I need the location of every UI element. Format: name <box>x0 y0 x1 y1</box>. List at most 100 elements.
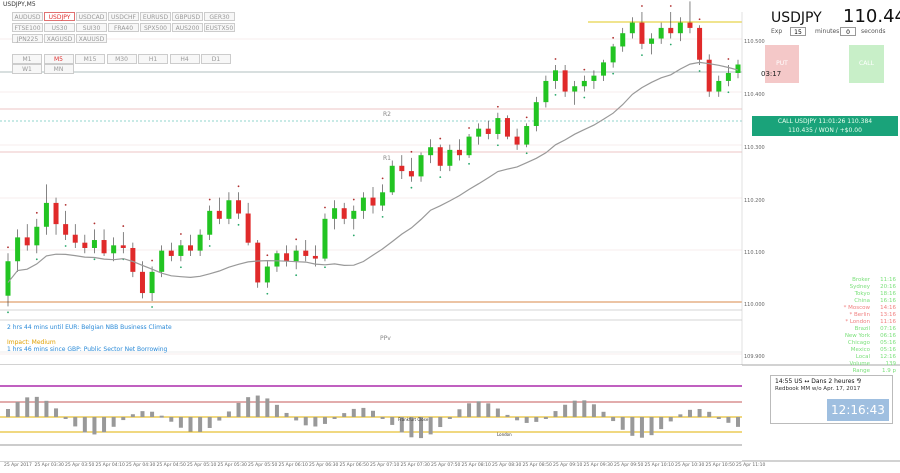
osc-bar <box>534 417 539 422</box>
osc-bar <box>467 403 472 417</box>
price-tag: 110.200 <box>744 198 765 204</box>
resistance-dot <box>35 211 38 214</box>
symbol-button-ftse100[interactable]: FTSE100 <box>12 23 43 32</box>
ticker-symbol: USDJPY <box>771 10 822 26</box>
news-panel-event: Redbook MM w/o Apr. 17, 2017 <box>775 386 861 392</box>
symbol-button-ger30[interactable]: GER30 <box>204 12 235 21</box>
expiry-seconds-input[interactable]: 0 <box>840 27 856 36</box>
candle-body <box>360 197 366 211</box>
resistance-dot <box>612 36 615 39</box>
symbol-button-eurusd[interactable]: EURUSD <box>140 12 171 21</box>
candle-body <box>43 202 49 227</box>
support-dot <box>93 258 96 261</box>
symbol-button-us30[interactable]: US30 <box>44 23 75 32</box>
resistance-dot <box>179 233 182 235</box>
resistance-dot <box>266 254 269 257</box>
osc-label-london: London <box>497 432 512 437</box>
osc-bar <box>73 417 78 427</box>
candle-body <box>264 266 270 283</box>
level-pp: PPv <box>380 335 391 342</box>
symbol-button-eustx50[interactable]: EUSTX50 <box>204 23 235 32</box>
osc-bar <box>515 417 520 421</box>
timeframe-button-m1[interactable]: M1 <box>12 54 42 64</box>
candle-body <box>63 224 69 235</box>
candle-body <box>466 136 472 156</box>
time-tick: 25 Apr 03:50 <box>65 463 95 468</box>
timeframe-button-d1[interactable]: D1 <box>201 54 231 64</box>
symbol-button-usdchf[interactable]: USDCHF <box>108 12 139 21</box>
session-row: Local 12:16 <box>790 354 896 361</box>
support-dot <box>64 245 67 247</box>
candle-body <box>553 70 558 81</box>
osc-bar <box>44 400 49 417</box>
candle-body <box>476 128 482 137</box>
candle-body <box>408 171 414 177</box>
candle-body <box>399 165 405 172</box>
candle-body <box>687 22 693 28</box>
symbol-button-xauusd[interactable]: XAUUSD <box>76 34 107 43</box>
timeframe-button-m5[interactable]: M5 <box>43 54 74 64</box>
osc-bar <box>188 417 193 432</box>
symbol-button-xagusd[interactable]: XAGUSD <box>44 34 75 43</box>
candle-body <box>341 208 347 219</box>
session-row: Range 1.9 p <box>790 368 896 375</box>
osc-bar <box>226 411 231 417</box>
time-tick: 25 Apr 07:30 <box>400 463 430 468</box>
price-tag: 110.400 <box>744 92 765 98</box>
symbol-button-spx500[interactable]: SPX500 <box>140 23 171 32</box>
symbol-button-fra40[interactable]: FRA40 <box>108 23 139 32</box>
candle-body <box>159 250 165 272</box>
symbol-button-gbpusd[interactable]: GBPUSD <box>172 12 203 21</box>
expiry-minutes-input[interactable]: 15 <box>790 27 806 36</box>
osc-bar <box>611 417 616 422</box>
osc-bar <box>274 404 279 417</box>
time-tick: 25 Apr 05:50 <box>248 463 278 468</box>
symbol-button-sui30[interactable]: SUI30 <box>76 23 107 32</box>
osc-bar <box>246 397 251 417</box>
call-button[interactable]: CALL <box>849 45 884 83</box>
symbol-button-aus200[interactable]: AUS200 <box>172 23 203 32</box>
osc-bar <box>697 409 702 417</box>
candle-body <box>303 250 309 256</box>
symbol-button-audusd[interactable]: AUDUSD <box>12 12 43 21</box>
session-name: Tokyo <box>854 291 870 297</box>
support-dot <box>727 91 730 94</box>
timeframe-button-m15[interactable]: M15 <box>75 54 105 64</box>
candle-body <box>322 218 328 259</box>
symbol-button-usdjpy[interactable]: USDJPY <box>44 12 75 21</box>
timeframe-button-h1[interactable]: H1 <box>138 54 168 64</box>
session-row: * Moscow 14:16 <box>790 305 896 312</box>
session-row: China 16:16 <box>790 298 896 305</box>
candle-body <box>504 118 510 137</box>
put-button[interactable]: PUT <box>765 45 799 83</box>
osc-bar <box>563 404 568 417</box>
support-dot <box>669 43 672 46</box>
time-tick: 25 Apr 09:10 <box>553 463 583 468</box>
candle-body <box>581 80 587 87</box>
session-row: Broker 11:16 <box>790 277 896 284</box>
support-dot <box>554 93 557 96</box>
candle-body <box>226 200 232 219</box>
timeframe-button-w1[interactable]: W1 <box>12 64 42 74</box>
news-impact: Impact: Medium <box>7 339 56 346</box>
trade-line-2: 110.435 / WON / +$0.00 <box>788 127 862 134</box>
osc-bar <box>284 412 289 417</box>
osc-bar <box>198 417 203 432</box>
candle-body <box>274 253 280 267</box>
osc-bar <box>438 417 443 428</box>
candle-body <box>34 226 40 246</box>
trade-line-1: CALL USDJPY 11:01:26 110.384 <box>777 118 873 125</box>
osc-bar <box>553 411 558 417</box>
price-tag: 109.900 <box>744 354 765 360</box>
session-name: New York <box>844 333 870 339</box>
osc-bar <box>63 417 68 419</box>
symbol-button-usdcad[interactable]: USDCAD <box>76 12 107 21</box>
timeframe-button-h4[interactable]: H4 <box>169 54 200 64</box>
resistance-dot <box>554 58 557 60</box>
candle-body <box>485 128 491 134</box>
osc-bar <box>140 411 145 417</box>
resistance-dot <box>151 259 153 262</box>
timeframe-button-mn[interactable]: MN <box>43 64 74 74</box>
timeframe-button-m30[interactable]: M30 <box>106 54 137 64</box>
symbol-button-jpn225[interactable]: JPN225 <box>12 34 43 43</box>
